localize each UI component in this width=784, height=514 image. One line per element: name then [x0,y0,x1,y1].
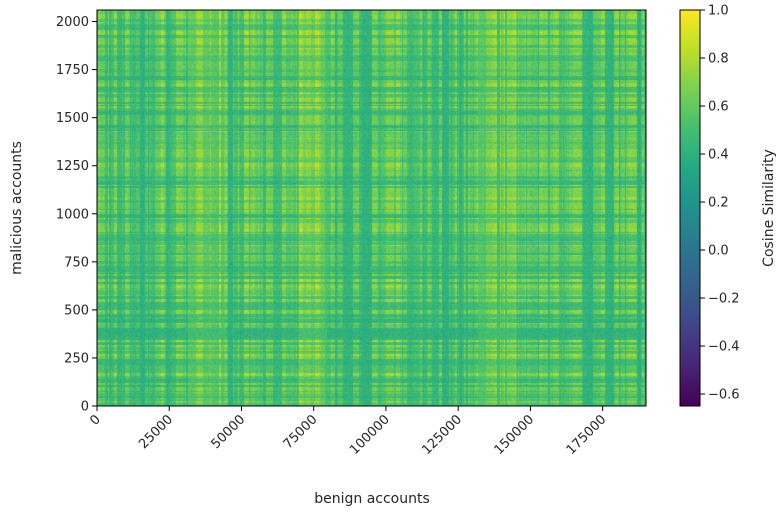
x-tick-label: 100000 [347,412,393,458]
x-axis-label: benign accounts [314,491,430,507]
colorbar-tick-label: −0.4 [708,340,740,355]
colorbar-tick-label: 0.6 [708,100,729,115]
colorbar-tick-label: −0.2 [708,292,740,307]
y-tick-label: 750 [64,255,89,270]
y-axis-label: malicious accounts [9,141,25,275]
heatmap-image [97,10,646,406]
colorbar-label: Cosine Similarity [761,149,777,267]
x-tick-label: 0 [87,412,103,428]
y-tick-label: 0 [81,400,89,415]
x-tick-label: 25000 [136,412,176,452]
y-tick-label: 2000 [56,15,89,30]
x-tick-label: 75000 [281,412,321,452]
y-tick-label: 250 [64,351,89,366]
x-axis-ticks: 0 25000 50000 75000 100000 125000 150000 175000 [87,406,609,458]
heatmap [97,10,646,406]
x-tick-label: 150000 [492,412,538,458]
y-axis-ticks: 0 250 500 750 1000 1250 1500 1750 2000 [56,15,97,415]
colorbar-ticks: −0.6 −0.4 −0.2 0.0 0.2 0.4 0.6 0.8 1.0 [700,4,740,403]
colorbar-tick-label: 1.0 [708,4,729,19]
x-tick-label: 175000 [564,412,610,458]
y-tick-label: 500 [64,303,89,318]
x-tick-label: 50000 [208,412,248,452]
y-tick-label: 1000 [56,207,89,222]
y-tick-label: 1750 [56,63,89,78]
colorbar [679,9,701,407]
colorbar-tick-label: 0.8 [708,52,729,67]
y-tick-label: 1250 [56,159,89,174]
y-tick-label: 1500 [56,111,89,126]
colorbar-tick-label: 0.4 [708,148,729,163]
plot-frame [96,9,647,407]
colorbar-tick-label: 0.2 [708,196,729,211]
colorbar-tick-label: 0.0 [708,244,729,259]
colorbar-tick-label: −0.6 [708,388,740,403]
x-tick-label: 125000 [419,412,465,458]
